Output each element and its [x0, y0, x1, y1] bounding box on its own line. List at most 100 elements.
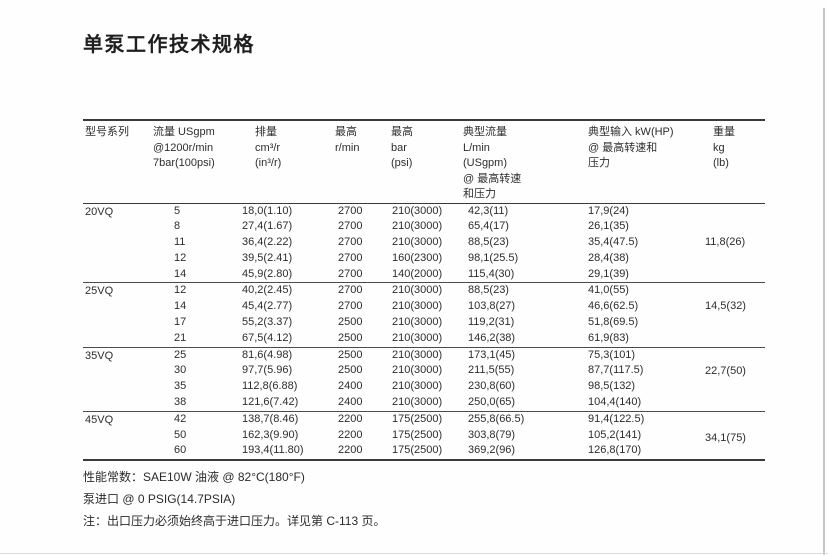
pressure-cell: 210(3000) [392, 220, 443, 233]
model-cell: 20VQ [83, 202, 150, 283]
speed-cell: 2200 [338, 444, 363, 457]
speed-cell: 2700 [338, 251, 363, 264]
speed-cell: 2700 [338, 220, 363, 233]
flow-cell: 12 [174, 251, 187, 264]
typical-flow-cell: 119,2(31) [468, 316, 515, 329]
pressure-cell: 210(3000) [392, 396, 443, 409]
typical-flow-cell: 211,5(55) [468, 364, 515, 377]
typical-input-cell: 29,1(39) [588, 267, 629, 280]
speed-cell: 2500 [338, 316, 363, 329]
typical-flow-cell: 103,8(27) [468, 300, 516, 313]
flow-cell: 35 [174, 380, 187, 393]
typical-input-cell: 87,7(117.5) [588, 364, 644, 377]
table-row: 11 36,4(2.22) 2700 210(3000) 88,5(23) 35… [83, 235, 765, 251]
typical-input-cell: 51,8(69.5) [588, 316, 639, 329]
pressure-cell: 140(2000) [392, 267, 443, 280]
displacement-cell: 97,7(5.96) [242, 364, 293, 377]
typical-input-cell: 41,0(55) [585, 282, 700, 300]
typical-input-cell: 91,4(122.5) [585, 410, 700, 428]
flow-cell: 14 [174, 300, 187, 313]
table-row: 50 162,3(9.90) 2200 175(2500) 303,8(79) … [83, 428, 765, 444]
displacement-cell: 67,5(4.12) [242, 331, 293, 344]
pressure-cell: 210(3000) [392, 331, 443, 344]
speed-cell: 2700 [332, 202, 388, 220]
pressure-cell: 175(2500) [392, 428, 443, 441]
displacement-cell: 112,8(6.88) [242, 380, 298, 393]
speed-cell: 2500 [338, 364, 363, 377]
typical-flow-cell: 369,2(96) [468, 444, 516, 457]
pressure-cell: 175(2500) [392, 444, 443, 457]
displacement-cell: 45,4(2.77) [242, 300, 293, 313]
typical-flow-cell: 42,3(11) [460, 202, 585, 220]
speed-cell: 2200 [332, 410, 388, 428]
typical-input-cell: 17,9(24) [585, 202, 700, 220]
typical-input-cell: 126,8(170) [588, 444, 642, 457]
pressure-cell: 210(3000) [392, 380, 443, 393]
speed-cell: 2400 [338, 396, 363, 409]
typical-flow-cell: 88,5(23) [468, 236, 509, 249]
note-caution: 注：出口压力必须始终高于进口压力。详见第 C-113 页。 [83, 514, 386, 528]
displacement-cell: 81,6(4.98) [240, 346, 332, 364]
displacement-cell: 40,2(2.45) [240, 282, 332, 300]
spec-table: 型号系列 流量 USgpm @1200r/min 7bar(100psi) 排量… [83, 119, 765, 462]
table-row: 20VQ 5 18,0(1.10) 2700 210(3000) 42,3(11… [83, 202, 765, 283]
weight-cell: 22,7(50) [700, 346, 765, 412]
typical-input-cell: 98,5(132) [588, 380, 636, 393]
flow-cell: 17 [174, 316, 187, 329]
displacement-cell: 121,6(7.42) [242, 396, 299, 409]
col-header-pressure: 最高 bar (psi) [388, 120, 460, 204]
speed-cell: 2200 [338, 428, 363, 441]
table-row: 14 45,9(2.80) 2700 140(2000) 115,4(30) 2… [83, 267, 765, 283]
pressure-cell: 210(3000) [392, 236, 443, 249]
displacement-cell: 138,7(8.46) [240, 410, 332, 428]
typical-input-cell: 75,3(101) [585, 346, 700, 364]
table-row: 17 55,2(3.37) 2500 210(3000) 119,2(31) 5… [83, 315, 765, 331]
speed-cell: 2700 [338, 236, 363, 249]
table-row: 35 112,8(6.88) 2400 210(3000) 230,8(60) … [83, 379, 765, 395]
pressure-cell: 210(3000) [392, 364, 443, 377]
speed-cell: 2500 [332, 346, 388, 364]
typical-flow-cell: 88,5(23) [460, 282, 585, 300]
table-row: 60 193,4(11.80) 2200 175(2500) 369,2(96)… [83, 443, 765, 460]
flow-cell: 8 [174, 220, 181, 233]
weight-cell: 14,5(32) [700, 282, 765, 348]
col-header-flow: 流量 USgpm @1200r/min 7bar(100psi) [150, 120, 240, 204]
displacement-cell: 45,9(2.80) [242, 267, 293, 280]
typical-input-cell: 61,9(83) [588, 331, 629, 344]
flow-cell: 5 [150, 202, 240, 220]
flow-cell: 11 [174, 236, 186, 249]
model-cell: 45VQ [83, 410, 150, 461]
pressure-cell: 210(3000) [388, 202, 460, 220]
typical-flow-cell: 65,4(17) [468, 220, 509, 233]
typical-flow-cell: 173,1(45) [460, 346, 585, 364]
weight-cell: 11,8(26) [700, 202, 765, 283]
flow-cell: 21 [174, 331, 187, 344]
typical-input-cell: 26,1(35) [588, 220, 629, 233]
displacement-cell: 39,5(2.41) [242, 251, 293, 264]
speed-cell: 2700 [338, 300, 363, 313]
header-row: 型号系列 流量 USgpm @1200r/min 7bar(100psi) 排量… [83, 120, 765, 204]
table-row: 8 27,4(1.67) 2700 210(3000) 65,4(17) 26,… [83, 219, 765, 235]
pressure-cell: 160(2300) [392, 251, 443, 264]
note-performance-constants: 性能常数：SAE10W 油液 @ 82°C(180°F) [83, 470, 305, 484]
typical-flow-cell: 303,8(79) [468, 428, 516, 441]
flow-cell: 42 [150, 410, 240, 428]
col-header-displacement: 排量 cm³/r (in³/r) [240, 120, 332, 204]
typical-input-cell: 35,4(47.5) [588, 236, 639, 249]
col-header-weight: 重量 kg (lb) [700, 120, 765, 204]
typical-flow-cell: 146,2(38) [468, 331, 516, 344]
typical-input-cell: 105,2(141) [588, 428, 642, 441]
table-row: 14 45,4(2.77) 2700 210(3000) 103,8(27) 4… [83, 299, 765, 315]
weight-cell: 34,1(75) [700, 410, 765, 461]
speed-cell: 2400 [338, 380, 363, 393]
scan-edge-right-line [823, 8, 825, 555]
pressure-cell: 175(2500) [388, 410, 460, 428]
table-row: 45VQ 42 138,7(8.46) 2200 175(2500) 255,8… [83, 410, 765, 461]
col-header-model: 型号系列 [83, 120, 150, 204]
pressure-cell: 210(3000) [388, 346, 460, 364]
model-cell: 35VQ [83, 346, 150, 412]
model-cell: 25VQ [83, 282, 150, 348]
typical-flow-cell: 115,4(30) [468, 267, 515, 280]
col-header-typical-input: 典型输入 kW(HP) @ 最高转速和 压力 [585, 120, 700, 204]
table-row: 21 67,5(4.12) 2500 210(3000) 146,2(38) 6… [83, 331, 765, 347]
